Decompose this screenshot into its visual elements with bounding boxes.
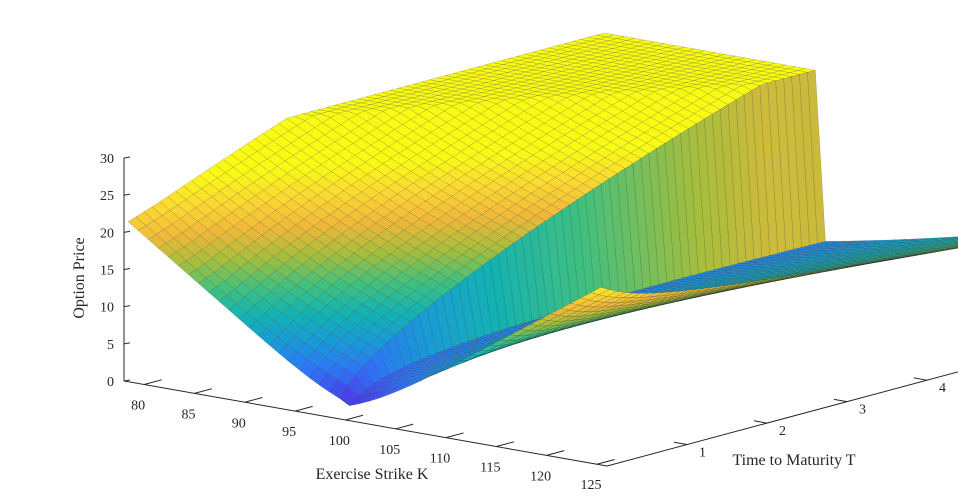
z-tick-mark [123, 342, 131, 345]
surface-patch [127, 216, 147, 231]
x-tick-mark [546, 450, 565, 456]
z-axis-ticks: 0 5 10 15 20 25 30 [100, 152, 131, 390]
x-tick-label: 120 [530, 469, 551, 484]
y-tick-label: 3 [859, 403, 866, 418]
y-tick-mark [913, 377, 928, 381]
z-axis-label: Option Price [71, 237, 88, 318]
x-tick-mark [395, 423, 414, 430]
y-tick-mark [753, 420, 768, 424]
z-tick-label: 10 [100, 301, 114, 316]
y-axis-line [606, 371, 958, 467]
x-tick-label: 95 [282, 425, 296, 440]
x-tick-mark [345, 414, 364, 421]
x-tick-mark [244, 397, 263, 403]
x-tick-label: 110 [430, 452, 450, 467]
z-tick-mark [123, 193, 131, 196]
y-tick-mark [833, 398, 848, 403]
x-tick-label: 85 [181, 407, 195, 422]
x-tick-label: 100 [329, 434, 350, 449]
x-tick-label: 125 [580, 478, 601, 493]
x-tick-label: 105 [379, 443, 400, 458]
option-price-surface [127, 32, 958, 406]
x-tick-mark [596, 459, 615, 465]
z-tick-mark [123, 230, 131, 233]
x-axis-label: Exercise Strike K [316, 466, 429, 483]
z-tick-label: 20 [100, 226, 114, 241]
z-tick-mark [123, 156, 131, 159]
y-tick-label: 4 [939, 381, 946, 396]
y-tick-mark [673, 441, 688, 446]
x-tick-mark [143, 379, 162, 386]
z-tick-mark [123, 305, 131, 308]
x-tick-label: 80 [131, 399, 145, 414]
z-tick-label: 25 [100, 189, 114, 204]
z-tick-label: 15 [100, 264, 114, 279]
x-tick-mark [496, 441, 515, 448]
x-tick-mark [445, 432, 464, 439]
y-axis-label: Time to Maturity T [732, 452, 855, 469]
z-tick-label: 0 [107, 375, 114, 390]
x-axis-line [123, 380, 608, 467]
x-tick-label: 90 [232, 416, 246, 431]
x-tick-label: 115 [480, 461, 500, 476]
y-tick-label: 2 [779, 424, 786, 439]
z-tick-label: 5 [107, 338, 114, 353]
z-tick-mark [123, 379, 131, 382]
z-tick-mark [123, 268, 131, 270]
x-tick-mark [194, 388, 213, 394]
z-tick-label: 30 [100, 152, 114, 167]
x-tick-mark [294, 405, 313, 412]
y-tick-label: 1 [699, 446, 706, 461]
y-axis-ticks: 123456 [673, 377, 946, 461]
x-axis-ticks: 80 85 90 95 100 105 110 115 120 125 [131, 379, 615, 493]
